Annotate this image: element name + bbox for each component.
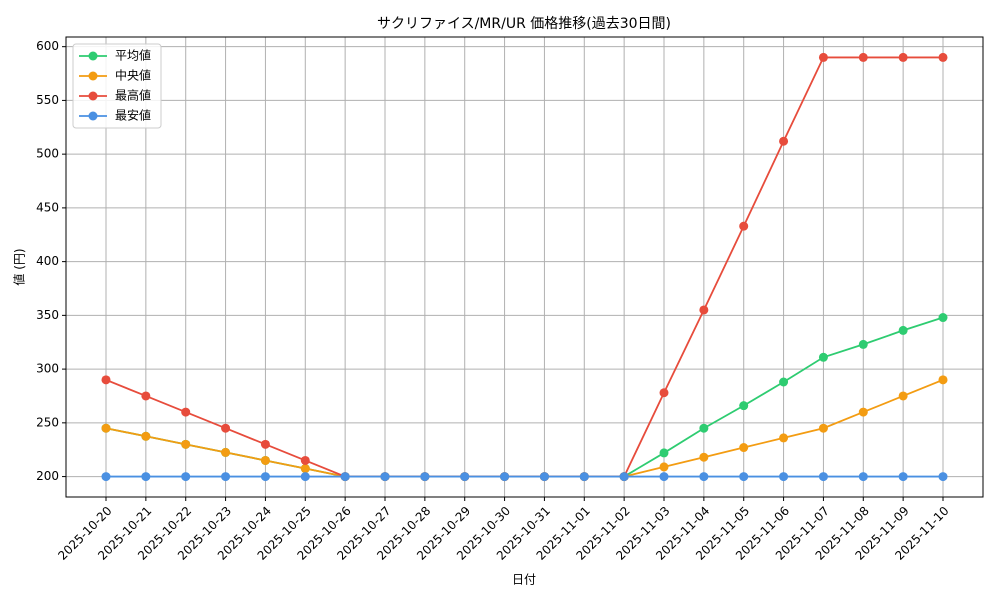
series-line (105, 379, 944, 478)
point (539, 472, 549, 482)
chart-title: サクリファイス/MR/UR 価格推移(過去30日間) (377, 16, 671, 32)
point (739, 221, 749, 231)
y-tick-label: 350 (36, 308, 59, 322)
point (101, 375, 111, 385)
point (818, 352, 828, 362)
point (181, 472, 191, 482)
legend-label: 平均値 (115, 48, 151, 63)
x-axis-label: 日付 (512, 573, 536, 587)
point (858, 472, 868, 482)
point (699, 305, 709, 315)
point (699, 452, 709, 462)
y-tick-label: 450 (36, 200, 59, 214)
point (858, 339, 868, 349)
point (699, 423, 709, 433)
legend-marker (88, 51, 98, 61)
legend-box (72, 43, 162, 129)
point (938, 375, 948, 385)
point (500, 472, 510, 482)
point (300, 464, 310, 474)
point (739, 443, 749, 453)
y-tick-label: 300 (36, 362, 59, 376)
point (818, 423, 828, 433)
y-tick-label: 250 (36, 415, 59, 429)
point (181, 439, 191, 449)
point (181, 407, 191, 417)
point (141, 431, 151, 441)
legend-marker (88, 111, 98, 121)
point (659, 472, 669, 482)
point (221, 472, 231, 482)
legend-marker (88, 71, 98, 81)
plot-frame (65, 36, 984, 498)
point (898, 472, 908, 482)
point (101, 472, 111, 482)
point (659, 462, 669, 472)
point (858, 407, 868, 417)
point (739, 401, 749, 411)
legend-label: 中央値 (115, 68, 151, 83)
point (898, 391, 908, 401)
point (938, 472, 948, 482)
point (779, 136, 789, 146)
point (818, 472, 828, 482)
point (938, 313, 948, 323)
point (659, 388, 669, 398)
point (221, 423, 231, 433)
point (380, 472, 390, 482)
point (260, 439, 270, 449)
point (779, 472, 789, 482)
point (699, 472, 709, 482)
legend-label: 最高値 (115, 88, 151, 103)
point (739, 472, 749, 482)
legend-label: 最安値 (115, 108, 151, 123)
point (818, 52, 828, 62)
point (300, 455, 310, 465)
point (898, 325, 908, 335)
y-tick-label: 400 (36, 254, 59, 268)
y-tick-label: 550 (36, 93, 59, 107)
point (260, 455, 270, 465)
series-line (105, 56, 943, 478)
point (779, 377, 789, 387)
point (460, 472, 470, 482)
point (141, 391, 151, 401)
point (101, 423, 111, 433)
point (938, 52, 948, 62)
y-axis-label: 値 (円) (12, 248, 27, 285)
y-tick-label: 200 (36, 469, 59, 483)
y-tick-label: 500 (36, 147, 59, 161)
point (340, 472, 350, 482)
point (221, 447, 231, 457)
point (659, 448, 669, 458)
point (619, 472, 629, 482)
point (420, 472, 430, 482)
point (300, 472, 310, 482)
point (898, 52, 908, 62)
point (579, 472, 589, 482)
point (779, 433, 789, 443)
point (260, 472, 270, 482)
legend-marker (88, 91, 98, 101)
point (858, 52, 868, 62)
y-tick-label: 600 (36, 39, 59, 53)
point (141, 472, 151, 482)
